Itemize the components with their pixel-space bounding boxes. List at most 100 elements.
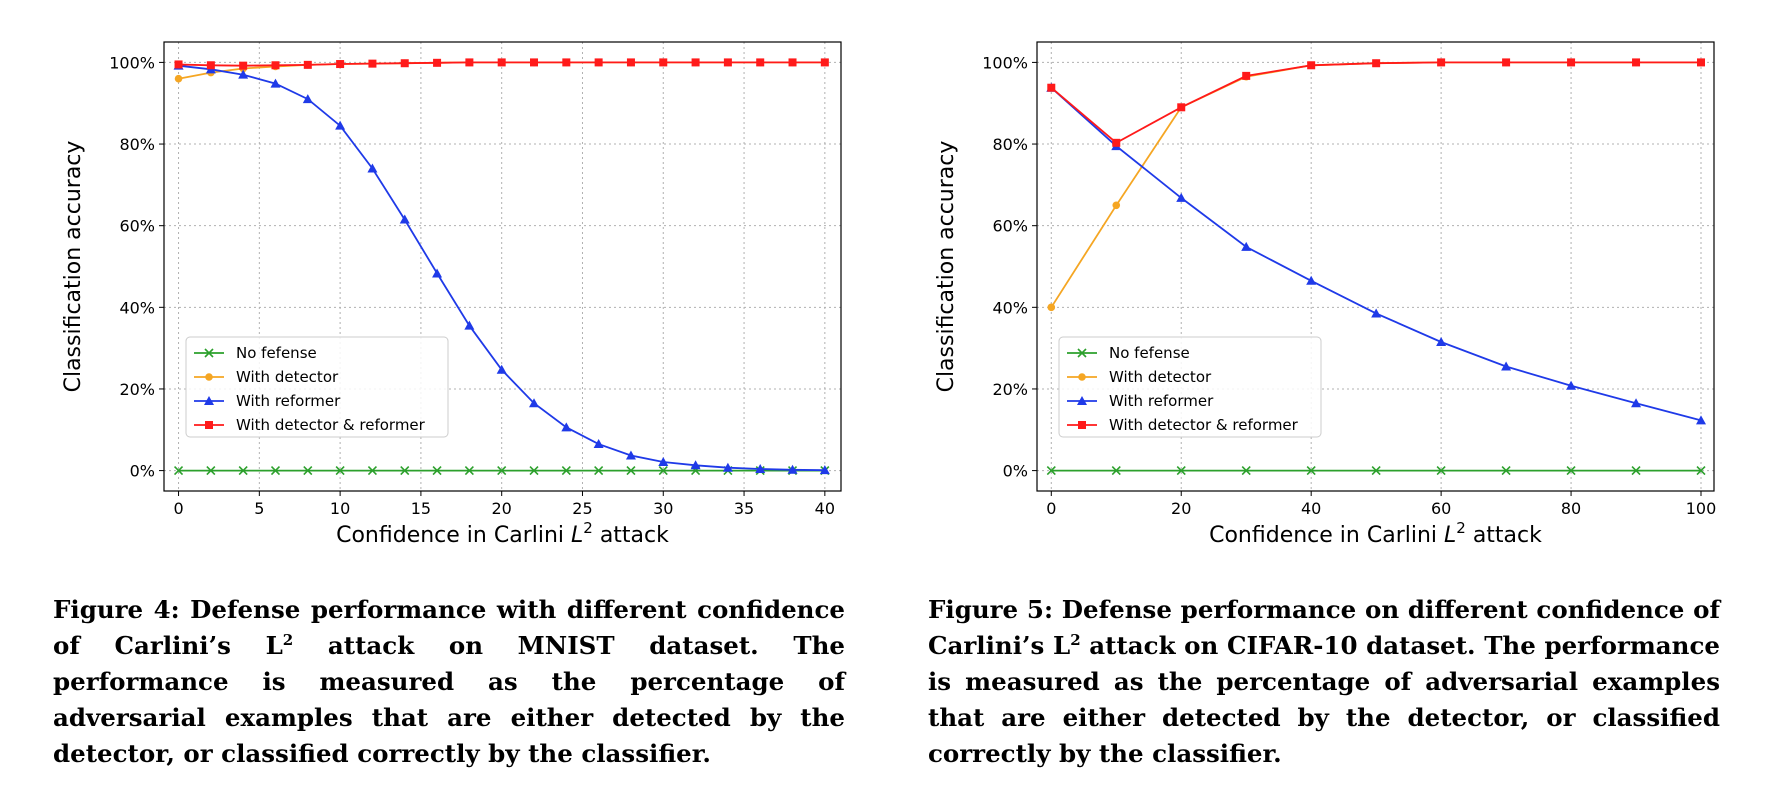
data-point — [788, 58, 797, 67]
data-point — [335, 466, 345, 476]
data-point — [723, 58, 732, 67]
x-tick-label: 10 — [330, 499, 350, 518]
data-point — [399, 214, 410, 224]
data-point — [206, 61, 215, 70]
data-point — [465, 58, 474, 67]
data-point — [594, 58, 603, 67]
data-point — [368, 59, 377, 68]
legend-box — [1058, 336, 1322, 438]
legend-entry: With reformer — [1067, 392, 1214, 410]
data-point — [690, 460, 701, 470]
data-point — [303, 466, 313, 476]
data-point — [529, 398, 540, 408]
data-point — [755, 463, 766, 473]
data-point — [464, 466, 474, 476]
legend-marker — [1078, 373, 1086, 381]
legend-entry: No fefense — [194, 344, 317, 362]
legend-label: With reformer — [236, 392, 341, 410]
data-point — [174, 60, 183, 69]
legend-entry: With detector — [194, 368, 339, 386]
data-point — [1631, 466, 1641, 476]
data-point — [562, 58, 571, 67]
data-point — [1696, 415, 1707, 425]
data-point — [561, 422, 572, 432]
data-point — [1371, 466, 1381, 476]
legend-marker — [205, 421, 213, 429]
data-point — [1631, 398, 1642, 408]
y-tick-label: 60% — [119, 217, 155, 236]
legend-marker — [204, 348, 214, 358]
x-tick-label: 35 — [734, 499, 754, 518]
data-point — [1047, 83, 1056, 92]
data-point — [1437, 58, 1446, 67]
data-point — [239, 61, 248, 70]
x-tick-label: 20 — [1171, 499, 1191, 518]
y-tick-label: 0% — [1003, 462, 1028, 481]
data-point — [530, 58, 539, 67]
y-tick-label: 0% — [130, 462, 155, 481]
data-point — [367, 466, 377, 476]
data-point — [1436, 337, 1447, 347]
data-point — [756, 58, 765, 67]
y-tick-label: 80% — [992, 135, 1028, 154]
y-tick-label: 40% — [992, 298, 1028, 317]
legend-marker — [1078, 421, 1086, 429]
data-point — [303, 60, 312, 69]
data-point — [173, 466, 184, 476]
y-tick-label: 40% — [119, 298, 155, 317]
figure-4-caption: Figure 4: Defense performance with diffe… — [53, 592, 845, 772]
caption-text: Figure 4: Defense performance with diffe… — [53, 595, 845, 660]
data-point — [820, 58, 829, 67]
data-point — [529, 466, 539, 476]
data-point — [174, 74, 183, 83]
figure-charts: 0 5 10 15 20 25 30 35 40 0% 20% 40% 60% 80% 100% Confid… — [61, 41, 1716, 548]
data-point — [432, 466, 442, 476]
plot-frame — [163, 41, 842, 492]
data-point — [1177, 103, 1186, 112]
data-point — [594, 466, 604, 476]
series-no-defense — [1046, 466, 1706, 476]
x-tick-label: 30 — [653, 499, 673, 518]
chart-1: 0 5 10 15 20 25 30 35 40 0% 20% 40% 60% 80% 100% Confid… — [61, 41, 842, 548]
plot-frame — [1036, 41, 1715, 492]
caption-text: attack on MNIST dataset. The performance… — [53, 631, 845, 768]
data-point — [496, 364, 507, 374]
data-point — [1632, 58, 1641, 67]
data-point — [1047, 303, 1056, 312]
data-point — [270, 466, 281, 476]
data-point — [1697, 58, 1706, 67]
y-axis-label: Classification accuracy — [61, 141, 86, 393]
data-point — [367, 163, 378, 173]
data-point — [1112, 138, 1121, 147]
legend: No fefense With detector With reformer With… — [1058, 336, 1322, 438]
legend-label: With detector — [1109, 368, 1212, 386]
data-point — [1566, 466, 1576, 476]
data-point — [626, 58, 635, 67]
data-point — [659, 58, 668, 67]
data-point — [1696, 466, 1706, 476]
legend-marker — [205, 373, 213, 381]
y-tick-label: 100% — [109, 53, 155, 72]
y-axis-label: Classification accuracy — [934, 141, 959, 393]
data-point — [658, 457, 669, 467]
data-point — [1372, 59, 1381, 68]
data-point — [271, 61, 280, 70]
data-point — [1501, 361, 1512, 371]
caption-text: Figure 5: Defense performance on differe… — [928, 595, 1720, 660]
data-point — [1566, 380, 1577, 390]
x-tick-label: 5 — [254, 499, 264, 518]
data-point — [1241, 241, 1252, 251]
data-point — [1242, 71, 1251, 80]
series-line — [1050, 61, 1701, 308]
data-point — [238, 69, 249, 79]
data-point — [497, 58, 506, 67]
series-no-defense — [173, 466, 830, 476]
legend-label: With detector & reformer — [236, 416, 426, 434]
x-tick-label: 25 — [572, 499, 592, 518]
data-point — [400, 466, 410, 476]
data-point — [1371, 308, 1382, 318]
legend-entry: No fefense — [1067, 344, 1190, 362]
legend: No fefense With detector With reformer With… — [185, 336, 449, 438]
data-point — [400, 59, 409, 68]
caption-superscript: 2 — [282, 630, 294, 649]
